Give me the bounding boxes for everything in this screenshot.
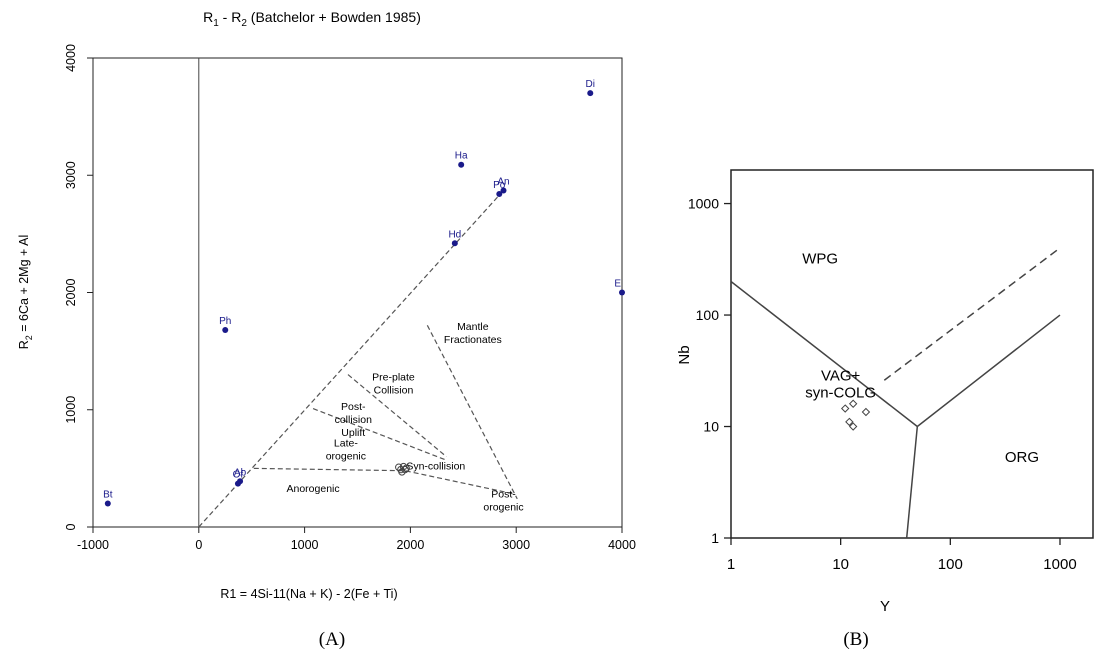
mineral-point [619, 289, 625, 296]
field-label: Post-collision Uplift [335, 401, 373, 439]
y-tick-label: 4000 [64, 44, 78, 72]
y-tick-label: 1 [711, 530, 719, 546]
mineral-label: Of [233, 470, 244, 481]
field-label: Mantle Fractionates [444, 321, 502, 346]
field-label: VAG+ syn-COLG [805, 367, 876, 401]
field-boundaries [198, 190, 518, 528]
sample-diamond [848, 399, 858, 408]
mineral-label: Di [586, 79, 595, 90]
y-tick-label: 2000 [64, 279, 78, 307]
x-tick-label: 1 [727, 556, 735, 573]
field-label: Anorogenic [287, 483, 340, 495]
x-tick-label: 4000 [608, 538, 636, 552]
mineral-point [104, 500, 111, 507]
x-axis-label: R1 = 4Si-11(Na + K) - 2(Fe + Ti) [220, 587, 397, 601]
axes: 1 10 100 1000 1 10 100 1000 [688, 196, 1077, 573]
mineral-label: An [497, 176, 509, 187]
panel-caption-a: (A) [319, 629, 345, 650]
x-tick-label: -1000 [77, 538, 109, 552]
field-boundaries [730, 247, 1061, 539]
field-boundary-line [347, 374, 447, 458]
mineral-point [234, 480, 241, 487]
sample-diamond [845, 417, 854, 427]
x-tick-label: 100 [938, 556, 963, 573]
mineral-point [451, 240, 458, 247]
mineral-label: Hd [448, 229, 461, 240]
panel-a-chart: R1 - R2 (Batchelor + Bowden 1985) -1000 0… [17, 9, 636, 650]
sample-points [840, 399, 871, 431]
field-boundary-line [198, 190, 504, 528]
field-boundary-dashed-line [883, 247, 1061, 381]
y-tick-label: 3000 [64, 161, 78, 189]
panel-caption-b: (B) [843, 629, 868, 650]
y-tick-label: 1000 [688, 196, 719, 212]
y-axis-label: Nb [676, 345, 693, 364]
mineral-label: Bt [103, 490, 113, 501]
y-tick-label: 10 [703, 419, 719, 435]
x-tick-label: 1000 [1043, 556, 1076, 573]
mineral-point [500, 187, 507, 194]
field-boundary-line [253, 467, 516, 495]
field-label: Late-orogenic [326, 438, 366, 463]
sample-point [397, 465, 405, 474]
x-tick-label: 10 [832, 556, 849, 573]
mineral-point [496, 191, 503, 198]
field-boundary-line [916, 314, 1061, 428]
mineral-point [587, 90, 594, 97]
mineral-point [222, 327, 229, 334]
field-label: WPG [802, 250, 838, 267]
y-tick-label: 1000 [64, 396, 78, 424]
sample-diamond [840, 404, 850, 413]
sample-point [402, 464, 410, 473]
mineral-label: Ab [234, 467, 247, 478]
y-tick-label: 100 [696, 307, 720, 323]
x-tick-label: 0 [195, 538, 202, 552]
x-axis-label: Y [880, 598, 890, 615]
chart-title: R1 - R2 (Batchelor + Bowden 1985) [203, 9, 421, 29]
sample-diamond [848, 422, 858, 431]
field-boundary-line [426, 325, 518, 500]
field-boundary-line [730, 280, 918, 428]
mineral-label: Ph [219, 316, 231, 327]
y-tick-label: 0 [64, 523, 78, 530]
mineral-label: E [614, 279, 621, 290]
axes: -1000 0 1000 2000 3000 4000 0 1000 2000 3000 4000 [64, 44, 636, 552]
x-tick-label: 1000 [291, 538, 319, 552]
mineral-label: Ha [455, 151, 468, 162]
field-labels: WPG VAG+ syn-COLG ORG [802, 250, 1039, 466]
field-boundary-line [905, 426, 919, 539]
y-axis-label: R2 = 6Ca + 2Mg + Al [17, 235, 34, 349]
x-tick-label: 2000 [396, 538, 424, 552]
field-labels: Mantle Fractionates Pre-plate Collision Post… [287, 321, 524, 514]
field-label: Syn-collision [406, 461, 465, 473]
field-label: ORG [1005, 449, 1039, 466]
x-tick-label: 3000 [502, 538, 530, 552]
field-label: Post-orogenic [483, 489, 523, 514]
sample-points [395, 462, 410, 476]
sample-diamond [861, 407, 871, 417]
mineral-point [458, 161, 465, 168]
field-label: Pre-plate Collision [372, 371, 415, 396]
plot-frame [730, 169, 1094, 539]
mineral-label: Po [493, 180, 506, 191]
